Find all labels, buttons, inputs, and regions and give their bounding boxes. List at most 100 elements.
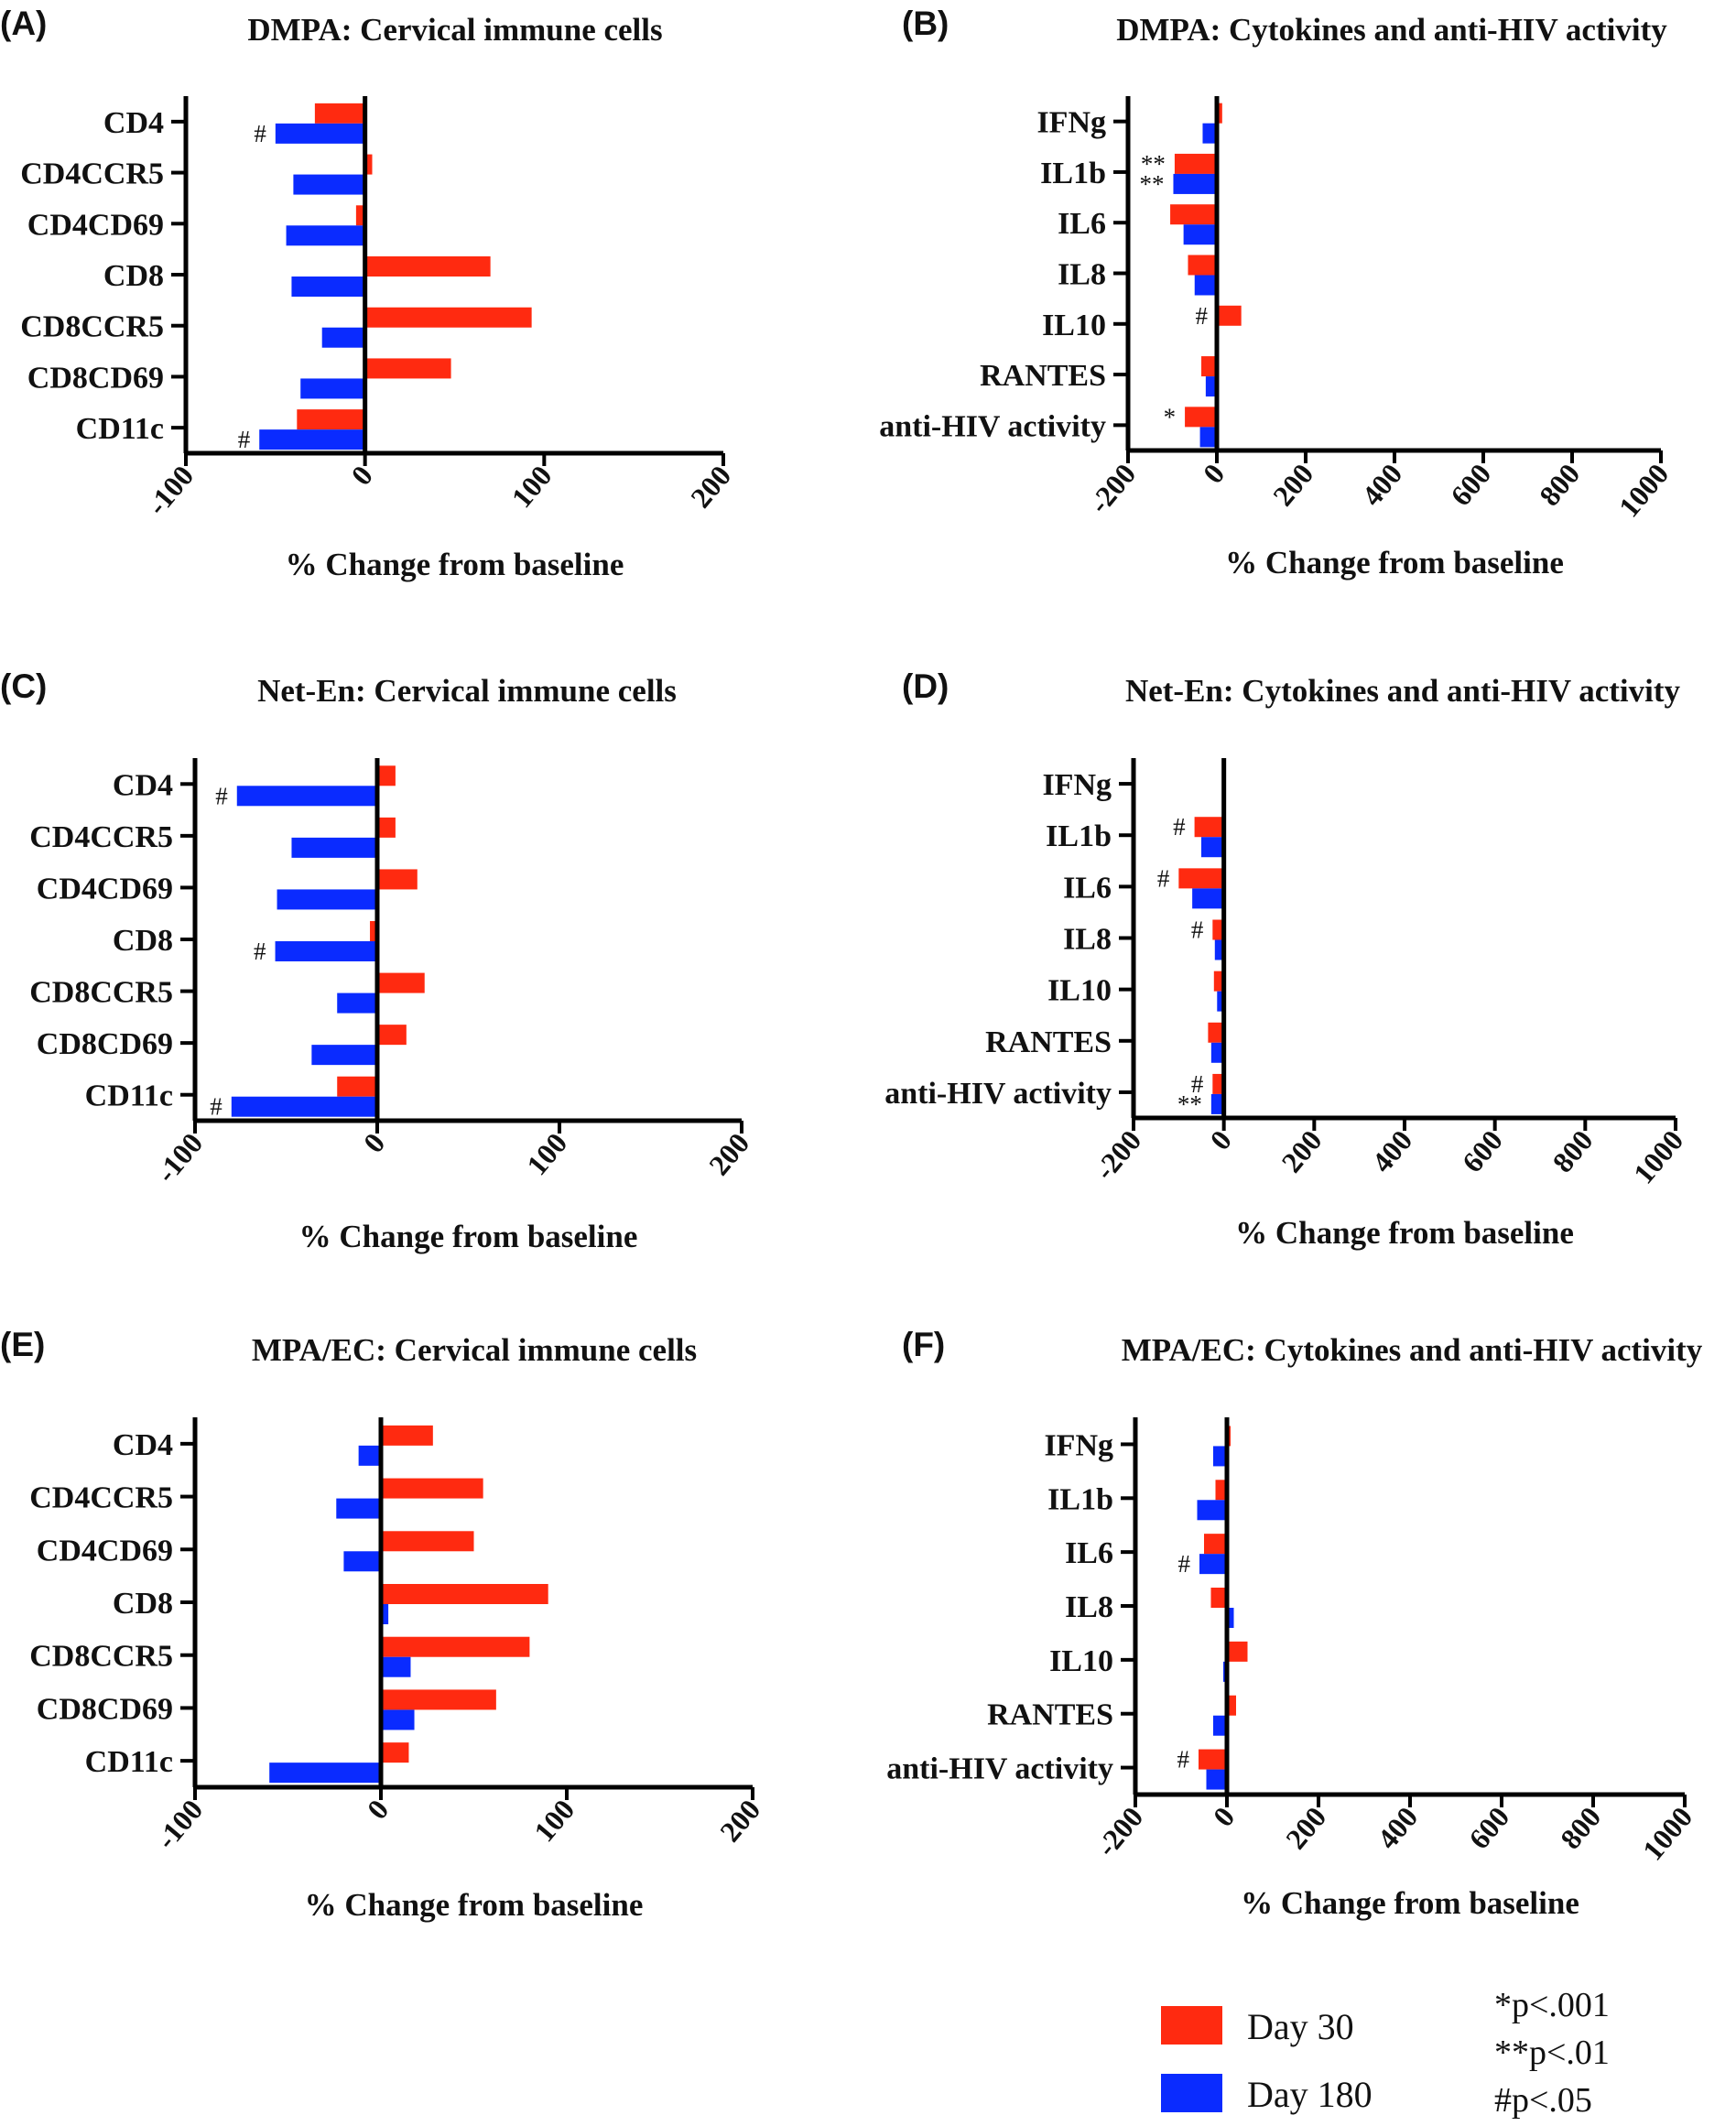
- legend: Day 30 Day 180 *p<.001 **p<.01 #p<.05: [1161, 1986, 1610, 2120]
- bar-day180: [1217, 991, 1224, 1012]
- x-tick-label: 0: [1207, 1800, 1242, 1832]
- bar-day30: [1217, 305, 1242, 326]
- panel-letter: (C): [0, 667, 47, 705]
- bar-day180: [1194, 275, 1217, 296]
- bar-day180: [275, 941, 377, 961]
- bar-day30: [377, 1025, 407, 1046]
- bar-day30: [1217, 103, 1222, 124]
- bar-day180: [1227, 1608, 1234, 1628]
- bar-day180: [1214, 939, 1224, 960]
- significance-mark: #: [215, 782, 228, 809]
- significance-mark: *: [1164, 403, 1177, 430]
- category-label: IL1b: [1047, 1482, 1113, 1516]
- x-tick-label: 100: [520, 1126, 573, 1181]
- chart-title: DMPA: Cervical immune cells: [247, 12, 662, 48]
- x-tick-label: 200: [1279, 1800, 1332, 1855]
- bar-day30: [377, 972, 425, 993]
- significance-mark: **: [1139, 170, 1164, 198]
- bar-day180: [358, 1445, 381, 1466]
- chart-title: MPA/EC: Cytokines and anti-HIV activity: [1122, 1332, 1703, 1368]
- bar-day180: [381, 1656, 411, 1677]
- category-label: IL8: [1058, 258, 1106, 292]
- bar-day30: [297, 409, 365, 430]
- bar-day180: [1199, 427, 1217, 448]
- bar-day30: [355, 205, 365, 226]
- significance-note-p05: #p<.05: [1494, 2081, 1592, 2120]
- bar-day30: [1204, 1534, 1227, 1555]
- bar-day30: [1188, 255, 1217, 276]
- category-label: IL1b: [1046, 819, 1112, 853]
- category-label: CD8CD69: [37, 1692, 173, 1726]
- bar-day30: [1194, 817, 1224, 838]
- x-tick-label: 800: [1546, 1123, 1599, 1178]
- category-label: CD8CCR5: [29, 1640, 173, 1674]
- bar-day30: [1212, 1073, 1224, 1094]
- x-tick-label: 400: [1365, 1123, 1418, 1178]
- significance-mark: #: [1196, 302, 1209, 330]
- bar-day30: [1210, 1588, 1227, 1608]
- category-label: CD4: [113, 768, 173, 802]
- bar-day30: [381, 1689, 496, 1710]
- bar-day30: [381, 1742, 409, 1763]
- x-axis-label: % Change from baseline: [1235, 1215, 1574, 1251]
- chart-title: Net-En: Cervical immune cells: [257, 673, 677, 709]
- category-label: CD4CD69: [37, 872, 173, 906]
- x-tick-label: 0: [361, 1793, 396, 1825]
- category-label: CD4CCR5: [29, 820, 173, 854]
- bar-day180: [1213, 1446, 1227, 1467]
- category-label: IFNg: [1036, 106, 1106, 140]
- category-label: CD8CCR5: [20, 310, 164, 344]
- category-label: RANTES: [985, 1025, 1112, 1059]
- category-label: anti-HIV activity: [879, 409, 1106, 443]
- category-label: IL8: [1063, 923, 1112, 957]
- significance-mark: #: [254, 938, 266, 965]
- bar-day30: [377, 869, 418, 890]
- significance-mark: #: [1157, 864, 1170, 892]
- bar-day30: [364, 154, 373, 175]
- category-label: CD11c: [85, 1745, 173, 1779]
- bar-day30: [381, 1425, 433, 1446]
- panel-letter: (A): [0, 5, 47, 42]
- category-label: CD4CD69: [37, 1534, 173, 1567]
- bar-day30: [1201, 356, 1217, 377]
- panel-letter: (B): [902, 5, 949, 42]
- significance-mark: #: [1173, 813, 1186, 841]
- x-tick-label: -200: [1090, 1800, 1149, 1862]
- x-axis-label: % Change from baseline: [1241, 1885, 1579, 1921]
- bar-day180: [1201, 837, 1224, 858]
- category-label: CD4: [113, 1428, 173, 1462]
- x-tick-label: 0: [1197, 457, 1231, 489]
- x-tick-label: 400: [1355, 457, 1408, 512]
- bar-day30: [1185, 407, 1217, 428]
- panels: (A) DMPA: Cervical immune cells CD4 # CD4CCR…: [0, 5, 1703, 1923]
- panel-letter: (F): [902, 1326, 945, 1363]
- bar-day180: [291, 837, 377, 858]
- bar-day180: [311, 1045, 377, 1066]
- x-tick-label: -200: [1082, 457, 1142, 519]
- chart-title: Net-En: Cytokines and anti-HIV activity: [1125, 673, 1681, 709]
- category-label: IL10: [1049, 1644, 1113, 1678]
- chart-panel-4: (D) Net-En: Cytokines and anti-HIV activi…: [884, 667, 1689, 1251]
- category-label: CD11c: [85, 1079, 173, 1113]
- category-label: IFNg: [1044, 1428, 1113, 1462]
- bar-day180: [1210, 1042, 1224, 1063]
- bar-day180: [269, 1763, 381, 1784]
- category-label: CD4CCR5: [20, 157, 164, 191]
- bar-day30: [1178, 868, 1224, 889]
- bar-day180: [336, 1498, 381, 1519]
- bar-day180: [381, 1604, 389, 1624]
- x-tick-label: 100: [505, 459, 558, 514]
- category-label: RANTES: [980, 359, 1106, 393]
- x-tick-label: 0: [357, 1126, 392, 1158]
- bar-day180: [1173, 173, 1217, 194]
- bar-day30: [381, 1636, 530, 1657]
- x-tick-label: 1000: [1636, 1800, 1699, 1866]
- bar-day180: [1199, 1554, 1227, 1575]
- bar-day30: [381, 1478, 483, 1499]
- legend-label-day30: Day 30: [1247, 2006, 1354, 2047]
- bar-day180: [343, 1551, 381, 1572]
- category-label: anti-HIV activity: [884, 1077, 1112, 1111]
- significance-mark: #: [254, 120, 266, 147]
- legend-swatch-day180: [1161, 2074, 1222, 2112]
